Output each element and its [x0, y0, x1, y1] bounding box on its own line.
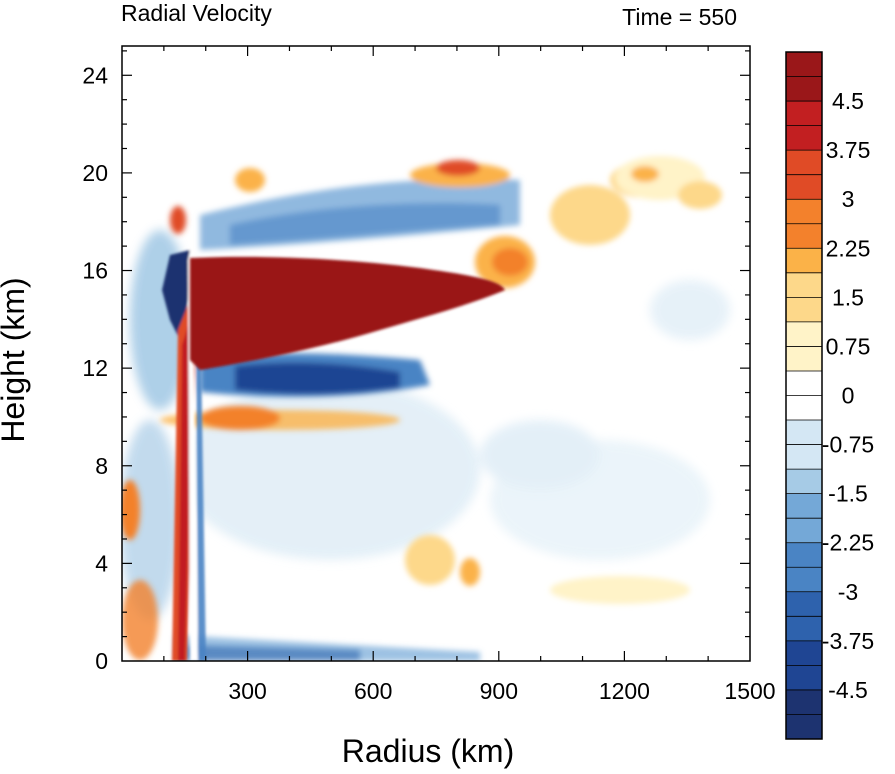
colorbar-level [786, 272, 822, 298]
field-patch [175, 635, 480, 661]
colorbar-level [786, 567, 822, 593]
field-patch [460, 558, 480, 586]
colorbar-level [786, 199, 822, 225]
field-patch [200, 406, 280, 430]
field-patch [436, 160, 480, 176]
chart-subtitle: Time = 550 [622, 4, 737, 30]
x-tick-label: 1500 [724, 678, 775, 704]
colorbar-level [786, 248, 822, 274]
y-tick-label: 24 [82, 62, 108, 88]
colorbar-level [786, 542, 822, 568]
plot-frame [121, 45, 751, 662]
colorbar-level [786, 714, 822, 740]
field-patch [480, 420, 600, 490]
colorbar-label: -2.25 [822, 530, 874, 556]
colorbar-label: -4.5 [828, 677, 868, 703]
x-tick-label: 600 [354, 678, 392, 704]
field-patch [190, 256, 505, 370]
field-patch [550, 185, 630, 245]
x-tick-label: 1200 [599, 678, 650, 704]
field-patch [492, 248, 528, 276]
colorbar-level [786, 125, 822, 151]
colorbar-level [786, 174, 822, 200]
y-tick-label: 20 [82, 160, 108, 186]
field-patch [230, 203, 500, 245]
colorbar-level [786, 150, 822, 176]
colorbar-level [786, 469, 822, 495]
colorbar-level [786, 223, 822, 249]
field-patch [650, 280, 730, 340]
field-patch [170, 206, 186, 234]
colorbar-label: -1.5 [828, 481, 868, 507]
colorbar-level [786, 297, 822, 323]
field-patch [550, 576, 690, 604]
colorbar-label: 3.75 [826, 137, 871, 163]
field-patch [122, 420, 180, 620]
colorbar-label: 0.75 [826, 333, 871, 359]
chart-title: Radial Velocity [121, 0, 272, 26]
colorbar-label: 3 [842, 186, 855, 212]
x-axis-label: Radius (km) [342, 733, 514, 769]
field-patch [235, 168, 265, 192]
field-patch [160, 410, 400, 430]
colorbar-label: -3 [838, 579, 858, 605]
colorbar-level [786, 689, 822, 715]
colorbar-frame [785, 51, 823, 740]
y-tick-label: 16 [82, 258, 108, 284]
field-patch [178, 320, 192, 661]
colorbar-label: 2.25 [826, 235, 871, 261]
x-tick-label: 300 [228, 678, 266, 704]
colorbar-label: 4.5 [832, 88, 864, 114]
colorbar-level [786, 76, 822, 102]
colorbar-label: 1.5 [832, 284, 864, 310]
field-patch [235, 362, 400, 395]
colorbar-label: -0.75 [822, 432, 874, 458]
y-tick-label: 0 [95, 648, 108, 674]
field-patch [405, 535, 455, 585]
colorbar-level [786, 395, 822, 421]
field-patch [196, 290, 206, 661]
colorbar-level [786, 420, 822, 445]
colorbar-level [786, 101, 822, 127]
field-patch [122, 580, 158, 660]
colorbar-level [786, 640, 822, 666]
colorbar-label: 0 [842, 383, 855, 409]
y-axis-label: Height (km) [0, 277, 31, 442]
colorbar-level [786, 444, 822, 470]
x-tick-label: 900 [480, 678, 518, 704]
velocity-field [122, 156, 730, 661]
field-patch [678, 181, 722, 209]
colorbar-level [786, 493, 822, 519]
field-patch [122, 480, 140, 540]
y-tick-label: 8 [95, 453, 108, 479]
y-tick-label: 12 [82, 355, 108, 381]
colorbar-level [786, 518, 822, 544]
colorbar-level [786, 52, 822, 77]
colorbar-level [786, 616, 822, 642]
colorbar-level [786, 346, 822, 372]
y-tick-label: 4 [95, 550, 108, 576]
colorbar-level [786, 591, 822, 617]
field-patch [631, 166, 659, 182]
colorbar-label: -3.75 [822, 628, 874, 654]
colorbar-level [786, 665, 822, 691]
colorbar-level [786, 321, 822, 347]
colorbar-level [786, 370, 822, 396]
